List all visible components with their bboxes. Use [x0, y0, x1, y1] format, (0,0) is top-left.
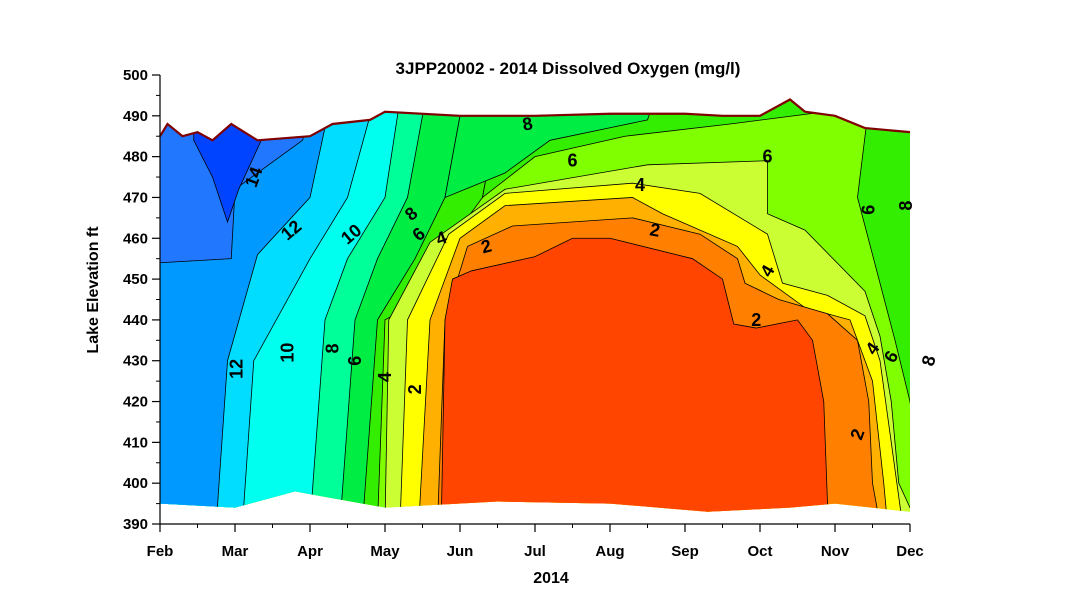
contour-label: 4	[635, 175, 645, 195]
contour-label: 8	[521, 113, 534, 134]
band-8-9-right	[944, 75, 985, 524]
x-tick-label: Aug	[595, 543, 624, 560]
x-tick-label: Oct	[747, 543, 772, 560]
x-tick-label: May	[370, 543, 400, 560]
x-tick-label: Nov	[821, 543, 850, 560]
y-tick-label: 500	[123, 67, 148, 84]
y-tick-label: 390	[123, 516, 148, 533]
contour-label: 2	[479, 235, 494, 257]
contour-label: 8	[323, 343, 343, 353]
y-tick-label: 430	[123, 353, 148, 370]
x-tick-label: Dec	[896, 543, 924, 560]
y-tick-label: 470	[123, 189, 148, 206]
contour-label: 6	[567, 151, 577, 171]
y-tick-label: 440	[123, 312, 148, 329]
contour-label: 4	[375, 372, 395, 382]
plot-area	[159, 75, 985, 524]
y-tick-label: 400	[123, 475, 148, 492]
y-axis-label: Lake Elevation ft	[85, 226, 102, 354]
x-tick-label: Jul	[524, 543, 546, 560]
y-tick-label: 410	[123, 434, 148, 451]
y-tick-label: 450	[123, 271, 148, 288]
y-tick-label: 460	[123, 230, 148, 247]
chart-title: 3JPP20002 - 2014 Dissolved Oxygen (mg/l)	[396, 59, 741, 78]
contour-fills	[160, 75, 985, 524]
band-lt-2	[440, 237, 828, 512]
x-tick-label: Feb	[147, 543, 174, 560]
x-tick-label: Sep	[671, 543, 699, 560]
contour-label: 8	[896, 201, 916, 211]
contour-label: 6	[762, 147, 772, 167]
contour-label: 12	[227, 359, 247, 379]
contour-label: 6	[859, 205, 879, 215]
x-tick-label: Jun	[447, 543, 474, 560]
y-tick-label: 420	[123, 394, 148, 411]
contour-label: 2	[751, 310, 761, 330]
x-axis-label: 2014	[533, 570, 569, 587]
contour-label: 2	[648, 219, 661, 240]
y-tick-label: 480	[123, 149, 148, 166]
contour-label: 2	[405, 384, 425, 394]
contour-label: 8	[918, 353, 940, 368]
contour-label: 10	[278, 343, 298, 363]
contour-label: 6	[345, 356, 365, 366]
y-tick-label: 490	[123, 108, 148, 125]
x-tick-label: Apr	[297, 543, 323, 560]
surface-line	[159, 98, 911, 142]
band-9-10-right	[974, 75, 985, 524]
x-tick-label: Mar	[222, 543, 249, 560]
